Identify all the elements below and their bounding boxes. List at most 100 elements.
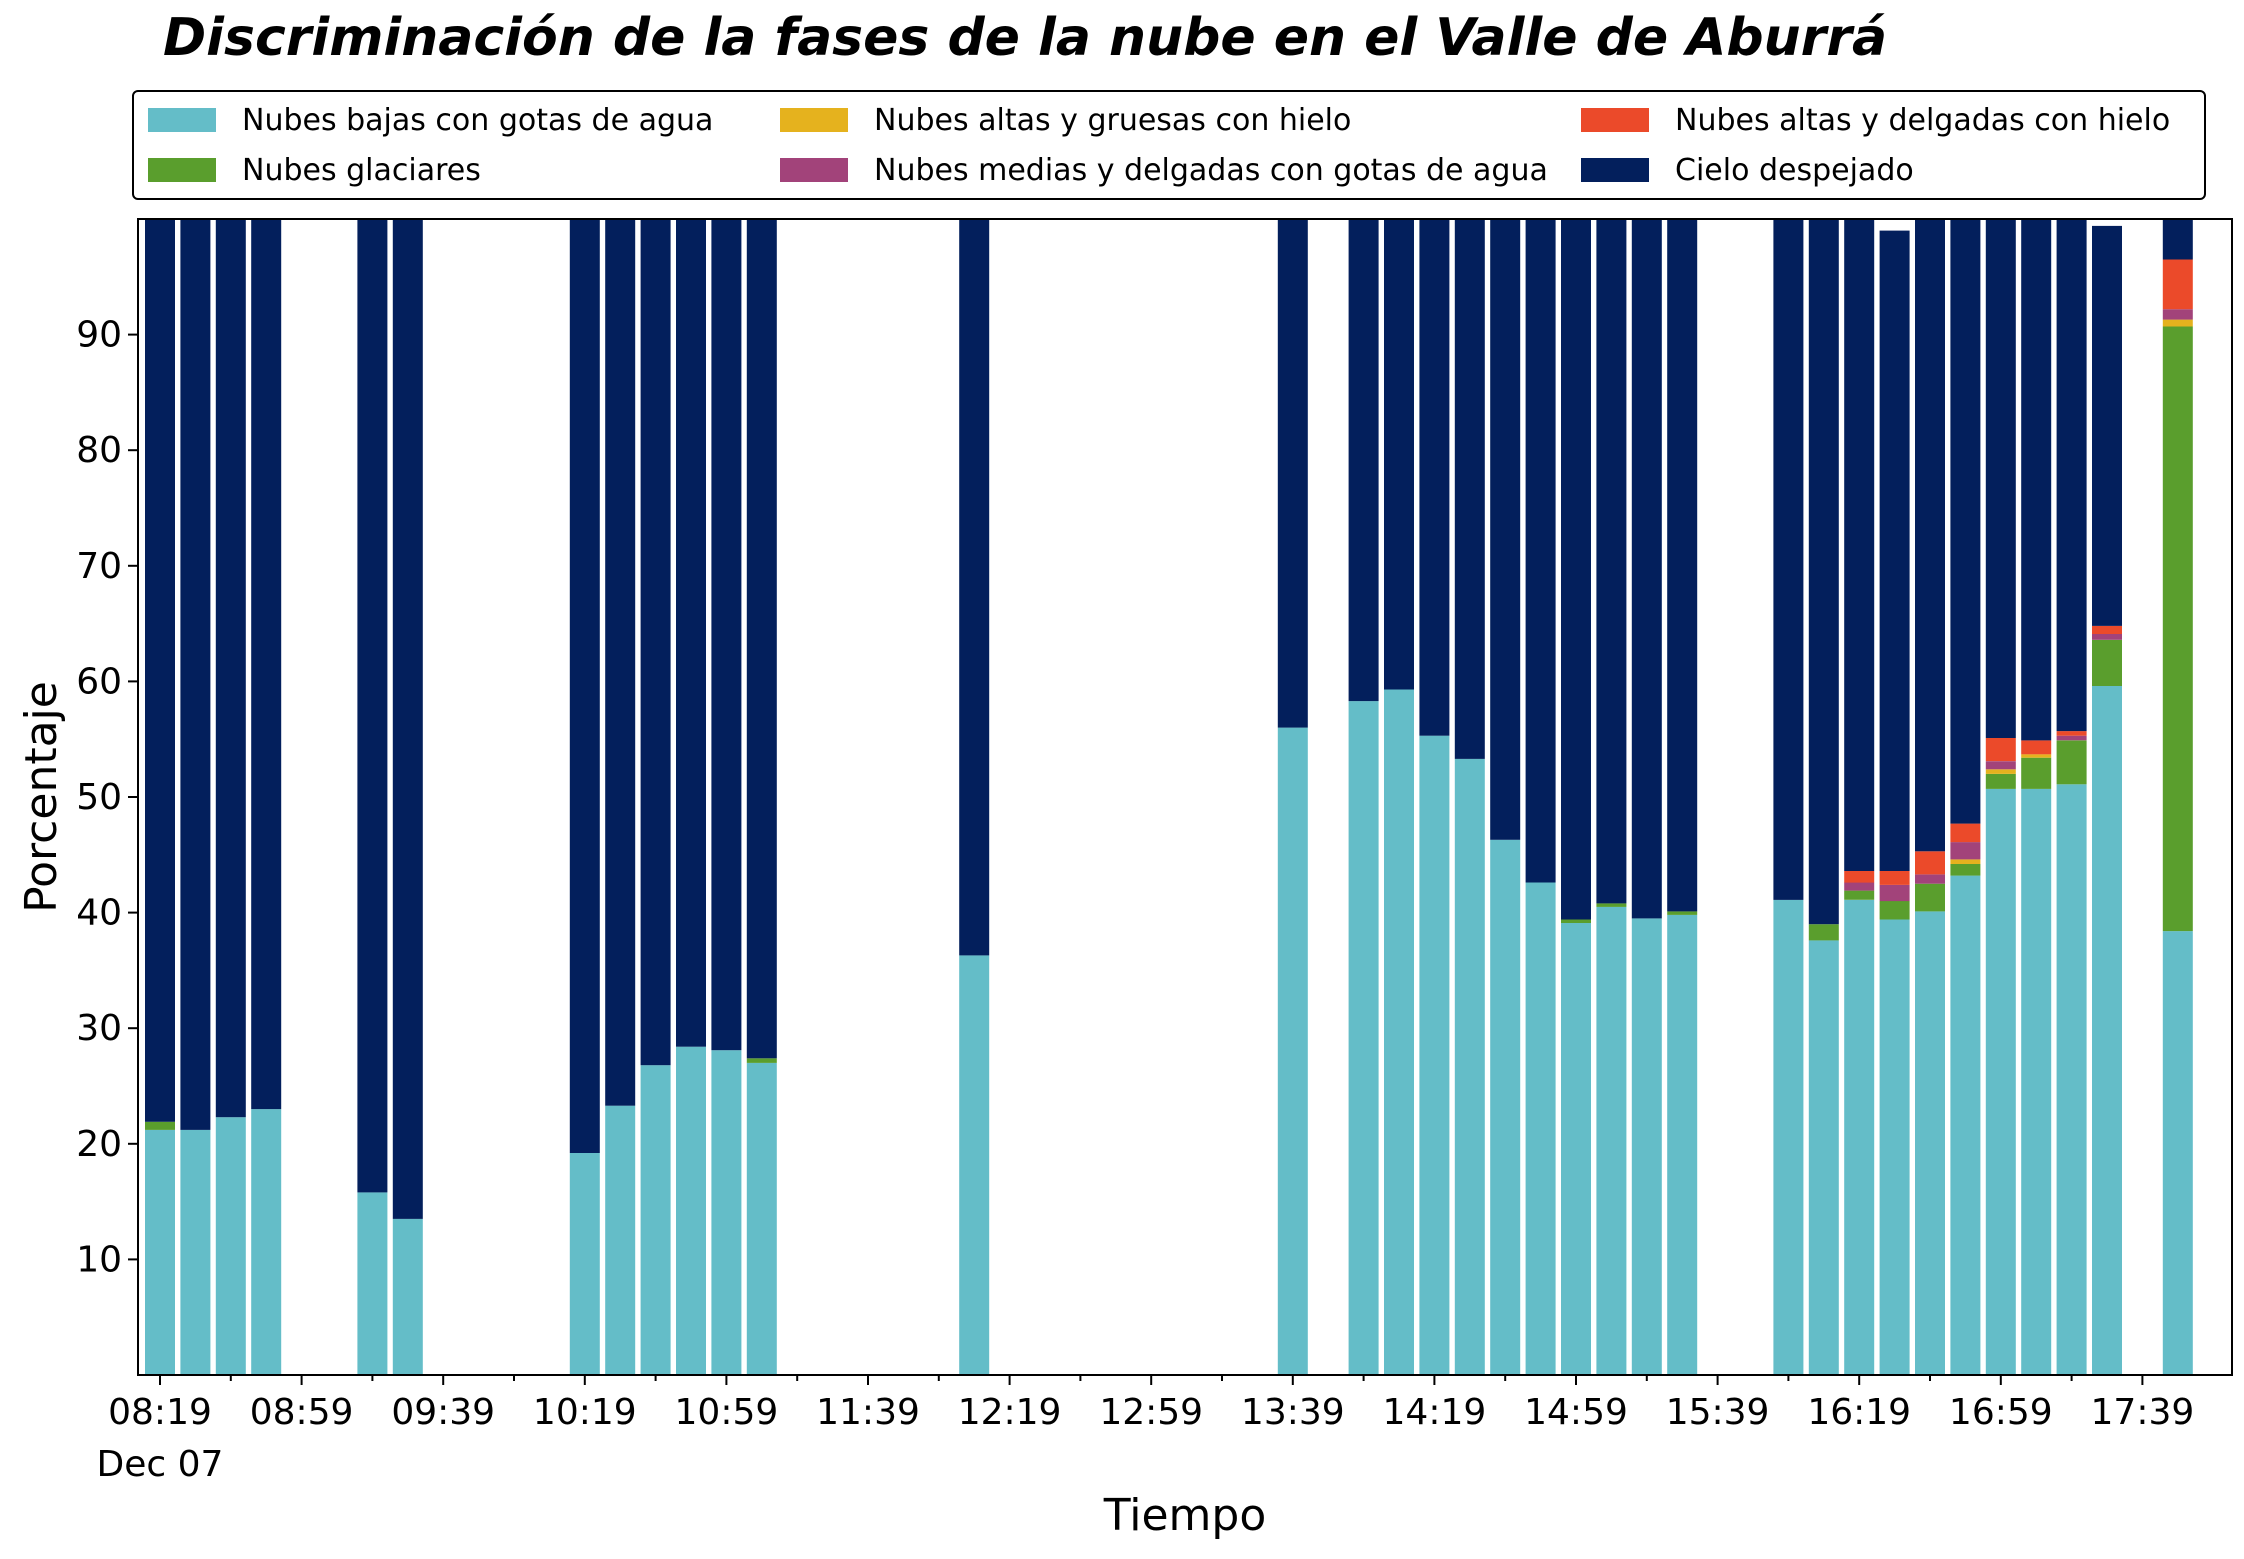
x-axis: 08:19 08:59 09:39 10:19 10:59 11:39 12:19 12:59… (108, 1375, 2194, 1433)
y-axis: 10 20 30 40 50 60 70 80 90 (76, 315, 138, 1280)
x-tick-label: 17:39 (2091, 1392, 2195, 1433)
y-tick-label: 20 (76, 1124, 122, 1165)
bar-segment (1985, 773, 2016, 789)
bar-segment (1631, 918, 1662, 1375)
x-tick-label: 12:19 (958, 1392, 1062, 1433)
bar-segment (1844, 871, 1875, 883)
bar-segment (2021, 757, 2052, 789)
bar-segment (1985, 769, 2016, 774)
bar-segment (1950, 823, 1981, 843)
bar-segment (2092, 225, 2122, 626)
legend-swatch (780, 158, 848, 182)
bar-segment (1879, 884, 1910, 902)
bar-segment (251, 1109, 282, 1375)
bar-segment (357, 219, 388, 1193)
legend-item: Nubes altas y gruesas con hielo (780, 100, 1351, 140)
bar-segment (1985, 219, 2016, 738)
x-tick-label: 11:39 (816, 1392, 920, 1433)
bar-segment (959, 219, 990, 956)
bar-segment (180, 219, 211, 1130)
x-tick-label: 09:39 (391, 1392, 495, 1433)
x-tick-label: 12:59 (1099, 1392, 1203, 1433)
bar-segment (1808, 924, 1839, 941)
bar-segment (1490, 839, 1521, 1375)
bar-segment (1277, 727, 1308, 1375)
y-tick-label: 80 (76, 430, 122, 471)
x-tick-label: 10:19 (533, 1392, 637, 1433)
bar-segment (145, 1129, 175, 1375)
bar-segment (1879, 230, 1910, 872)
legend-label: Nubes glaciares (242, 152, 481, 188)
legend-item: Nubes altas y delgadas con hielo (1581, 100, 2170, 140)
bar-segment (746, 1062, 777, 1375)
legend-swatch (780, 108, 848, 132)
bar-segment (392, 1218, 423, 1375)
y-tick-label: 50 (76, 777, 122, 818)
bar-segment (1277, 219, 1308, 728)
bar-segment (1879, 901, 1910, 920)
bar-segment (640, 219, 671, 1066)
bar-segment (1667, 219, 1698, 912)
y-tick-label: 30 (76, 1008, 122, 1049)
bar-segment (1915, 851, 1945, 875)
bar-segment (1419, 735, 1450, 1375)
bar-segment (2021, 219, 2052, 741)
bar-segment (215, 219, 246, 1118)
legend-label: Nubes bajas con gotas de agua (242, 102, 714, 138)
bar-segment (1985, 761, 2016, 770)
bar-segment (1844, 219, 1875, 871)
bar-segment (746, 219, 777, 1059)
bar-segment (1667, 911, 1698, 915)
bar-segment (392, 219, 423, 1219)
bar-segment (1985, 788, 2016, 1375)
y-tick-label: 60 (76, 661, 122, 702)
bar-segment (711, 219, 742, 1051)
bar-segment (1915, 883, 1945, 912)
y-axis-label: Porcentaje (16, 681, 67, 913)
bar-segment (1915, 911, 1945, 1375)
bar-segment (357, 1192, 388, 1375)
bar-segment (2092, 634, 2122, 640)
bar-segment (1596, 903, 1627, 907)
bar-segment (640, 1065, 671, 1375)
bar-segment (2092, 639, 2122, 686)
bar-segment (1808, 219, 1839, 925)
bar-segment (1879, 919, 1910, 1375)
bar-segment (711, 1050, 742, 1375)
bar-segment (1915, 219, 1945, 852)
legend-swatch (1581, 108, 1649, 132)
bar-segment (1561, 219, 1591, 920)
legend-item: Cielo despejado (1581, 150, 1914, 190)
legend-label: Nubes altas y delgadas con hielo (1675, 102, 2171, 138)
bar-segment (180, 1129, 211, 1375)
bar-segment (1950, 864, 1981, 876)
bar-segment (569, 1153, 600, 1375)
bar-segment (569, 219, 600, 1153)
legend-swatch (148, 108, 216, 132)
bar-segment (2162, 309, 2193, 320)
bar-segment (1454, 219, 1485, 759)
bar-segment (2021, 740, 2052, 755)
bar-segment (1525, 219, 1556, 883)
bar-segment (145, 219, 175, 1122)
bar-segment (1596, 219, 1627, 904)
x-tick-label: 15:39 (1666, 1392, 1770, 1433)
chart-title: Discriminación de la fases de la nube en… (163, 8, 1888, 68)
bar-segment (1631, 219, 1662, 919)
bar-segment (2162, 219, 2193, 260)
legend-item: Nubes glaciares (148, 150, 481, 190)
x-tick-label: 16:59 (1949, 1392, 2053, 1433)
legend-label: Nubes medias y delgadas con gotas de agu… (874, 152, 1548, 188)
x-tick-label: 08:19 (108, 1392, 212, 1433)
bar-segment (1419, 219, 1450, 736)
bar-segment (1950, 859, 1981, 864)
bar-segment (1950, 219, 1981, 824)
bar-segment (605, 219, 636, 1106)
bar-segment (1950, 875, 1981, 1375)
y-tick-label: 70 (76, 546, 122, 587)
y-tick-label: 40 (76, 893, 122, 934)
bar-segment (2162, 326, 2193, 932)
bar-segment (1915, 874, 1945, 884)
x-tick-label: 14:19 (1383, 1392, 1487, 1433)
bar-segment (2162, 931, 2193, 1375)
